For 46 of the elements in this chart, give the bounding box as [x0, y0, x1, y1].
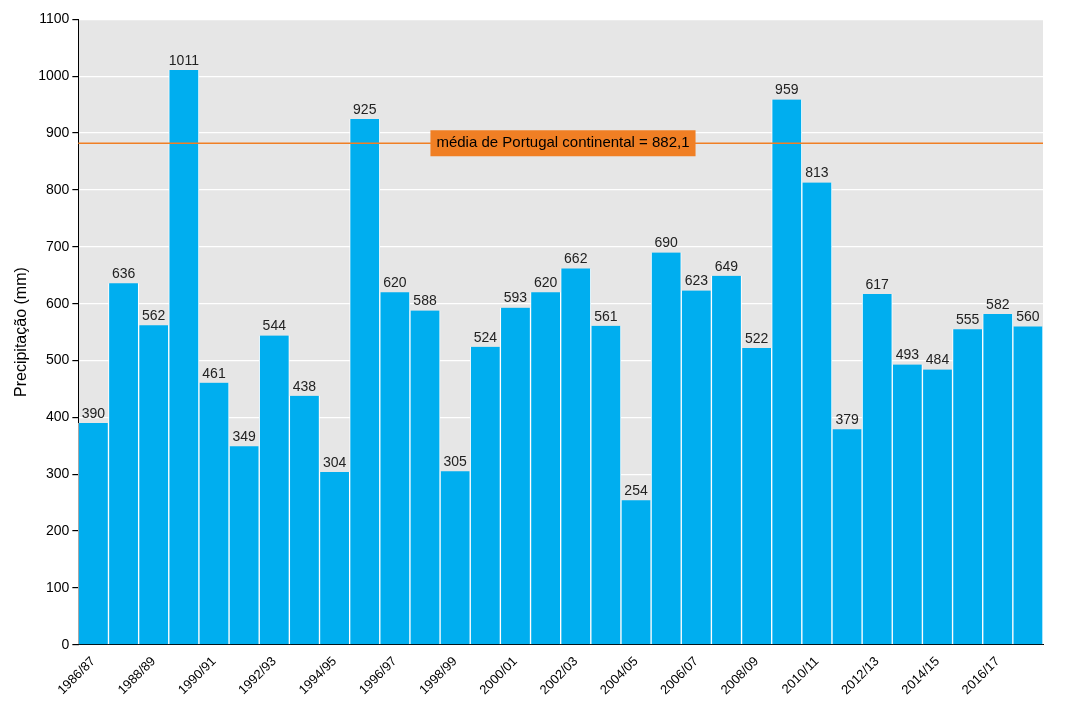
- data-label: 524: [473, 328, 498, 345]
- y-tick-label: 100: [45, 578, 70, 595]
- y-tick-label: 900: [45, 123, 70, 140]
- data-label: 636: [111, 265, 136, 282]
- y-tick-label: 400: [45, 408, 70, 425]
- data-label: 379: [835, 411, 859, 428]
- data-label: 588: [413, 292, 437, 309]
- data-label: 484: [925, 351, 950, 368]
- y-tick-label: 200: [45, 521, 70, 538]
- data-label: 522: [744, 329, 769, 346]
- data-label: 390: [81, 404, 106, 421]
- data-label: 582: [986, 295, 1010, 312]
- y-tick-label: 600: [45, 294, 70, 311]
- y-tick-label: 1100: [39, 10, 70, 27]
- y-tick-label: 500: [45, 351, 70, 368]
- data-label: 562: [142, 307, 166, 324]
- data-label: 305: [443, 453, 468, 470]
- data-label: 561: [594, 307, 618, 324]
- data-label: 662: [564, 250, 588, 267]
- data-label: 649: [714, 257, 739, 274]
- data-label: 620: [383, 274, 407, 291]
- y-axis-title: Precipitação (mm): [12, 267, 30, 397]
- data-label: 959: [775, 81, 799, 98]
- y-tick-label: 800: [45, 180, 70, 197]
- data-label: 813: [805, 164, 829, 181]
- data-label: 925: [353, 100, 377, 117]
- data-label: 690: [654, 234, 679, 251]
- data-label: 593: [503, 289, 528, 306]
- y-tick-label: 300: [45, 465, 70, 482]
- data-label: 438: [292, 377, 317, 394]
- data-label: 349: [232, 428, 257, 445]
- data-label: 560: [1016, 308, 1040, 325]
- y-tick-label: 700: [45, 237, 70, 254]
- data-label: 254: [624, 482, 648, 499]
- ref-line-label: média de Portugal continental = 882,1: [436, 133, 690, 151]
- data-label: 620: [533, 274, 558, 291]
- data-label: 461: [202, 364, 226, 381]
- data-label: 555: [955, 311, 980, 328]
- data-label: 1011: [168, 51, 200, 68]
- data-label: 617: [865, 275, 890, 292]
- y-tick-label: 0: [61, 635, 70, 652]
- data-label: 623: [684, 272, 709, 289]
- data-label: 544: [262, 317, 287, 334]
- data-label: 493: [895, 346, 920, 363]
- y-tick-label: 1000: [38, 67, 70, 84]
- data-label: 304: [322, 453, 347, 470]
